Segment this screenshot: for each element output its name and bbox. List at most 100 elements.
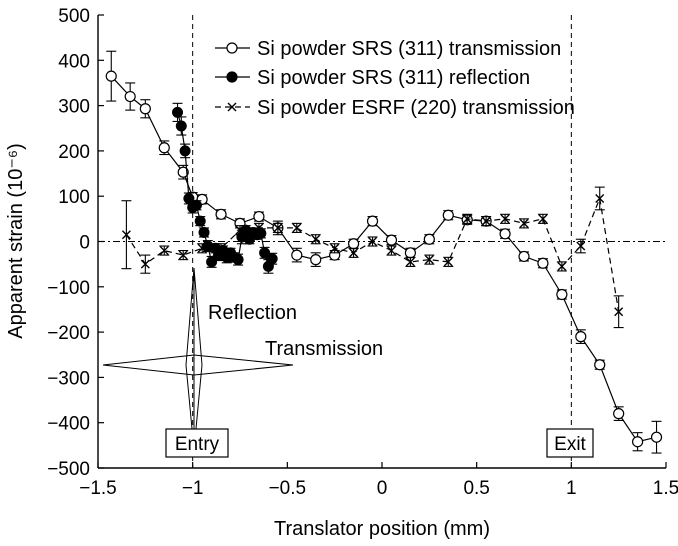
data-point bbox=[349, 248, 359, 258]
data-point bbox=[330, 243, 340, 253]
data-point bbox=[178, 250, 188, 260]
y-tick-label: −300 bbox=[47, 368, 90, 389]
data-point bbox=[121, 230, 131, 240]
series-esrf-transmission bbox=[121, 186, 624, 329]
data-point bbox=[175, 120, 187, 132]
data-point bbox=[292, 223, 302, 233]
data-point bbox=[348, 238, 360, 250]
data-point bbox=[500, 214, 510, 224]
legend-cross-marker bbox=[227, 102, 237, 112]
legend-filled-circle-marker bbox=[226, 71, 238, 83]
data-point bbox=[206, 256, 218, 268]
y-tick-label: 300 bbox=[58, 97, 90, 118]
data-point bbox=[194, 215, 206, 227]
data-point bbox=[518, 250, 530, 263]
data-point bbox=[159, 246, 169, 256]
data-point bbox=[499, 228, 511, 240]
series-srs-reflection bbox=[172, 102, 278, 274]
x-tick-label: 0 bbox=[377, 478, 388, 499]
data-point bbox=[183, 192, 195, 204]
reflection-annotation: Reflection bbox=[208, 302, 297, 324]
data-point bbox=[575, 331, 587, 343]
data-point bbox=[273, 223, 283, 233]
legend-entry-esrf-transmission: Si powder ESRF (220) transmission bbox=[215, 97, 575, 119]
y-tick-label: −100 bbox=[47, 278, 90, 299]
y-tick-label: 0 bbox=[79, 233, 90, 254]
y-axis-title: Apparent strain (10⁻⁶) bbox=[5, 143, 27, 339]
data-point bbox=[198, 226, 210, 238]
data-point bbox=[177, 166, 189, 178]
data-point bbox=[443, 257, 453, 267]
data-point bbox=[405, 257, 415, 267]
data-point bbox=[266, 253, 278, 265]
x-tick-label: −0.5 bbox=[269, 478, 307, 499]
transmission-beam-diamond bbox=[102, 354, 294, 376]
ticks-layer: −1.5 −1 −0.5 0 0.5 1 1.5 −500 −400 −300 −200 −100 0 1… bbox=[47, 6, 678, 499]
data-point bbox=[139, 103, 151, 115]
data-point bbox=[216, 243, 226, 253]
data-point bbox=[424, 255, 434, 265]
legend-label-srs-reflection: Si powder SRS (311) reflection bbox=[257, 67, 530, 89]
x-tick-label: −1.5 bbox=[79, 478, 117, 499]
x-tick-label: 1 bbox=[566, 478, 577, 499]
data-point bbox=[124, 90, 136, 103]
x-axis-title: Translator position (mm) bbox=[274, 518, 490, 540]
data-point bbox=[462, 214, 472, 224]
data-point bbox=[310, 254, 322, 266]
data-point bbox=[190, 199, 202, 211]
data-point bbox=[613, 408, 625, 420]
reference-lines bbox=[98, 15, 666, 468]
series-line bbox=[125, 196, 620, 312]
y-tick-label: 200 bbox=[58, 142, 90, 163]
transmission-annotation: Transmission bbox=[265, 338, 383, 360]
legend-entry-srs-transmission: Si powder SRS (311) transmission bbox=[215, 38, 561, 60]
x-tick-label: 1.5 bbox=[653, 478, 678, 499]
data-point bbox=[366, 215, 379, 227]
data-point bbox=[595, 193, 605, 203]
legend-entry-srs-reflection: Si powder SRS (311) reflection bbox=[215, 67, 530, 89]
legend-label-esrf-transmission: Si powder ESRF (220) transmission bbox=[257, 97, 575, 119]
y-tick-label: 400 bbox=[58, 51, 90, 72]
data-point bbox=[385, 234, 398, 246]
data-point bbox=[254, 223, 264, 233]
data-point bbox=[423, 233, 435, 245]
entry-label: Entry bbox=[175, 434, 220, 455]
data-point bbox=[404, 247, 416, 259]
data-point bbox=[614, 307, 624, 317]
series-layer bbox=[105, 50, 663, 454]
legend-label-srs-transmission: Si powder SRS (311) transmission bbox=[257, 38, 561, 60]
y-tick-label: −200 bbox=[47, 323, 90, 344]
data-point bbox=[158, 142, 170, 154]
data-point bbox=[140, 259, 150, 269]
data-point bbox=[557, 261, 567, 271]
data-point bbox=[576, 241, 586, 251]
entry-label-box: Entry bbox=[165, 428, 229, 458]
data-point bbox=[105, 70, 117, 82]
data-point bbox=[442, 209, 454, 221]
data-point bbox=[235, 225, 245, 235]
data-point bbox=[197, 243, 207, 253]
data-point bbox=[556, 288, 568, 301]
y-tick-label: −500 bbox=[47, 459, 90, 480]
data-point bbox=[368, 237, 378, 246]
legend: Si powder SRS (311) transmission Si powd… bbox=[215, 38, 575, 119]
data-point bbox=[232, 254, 244, 266]
y-tick-label: 100 bbox=[58, 187, 90, 208]
exit-label: Exit bbox=[554, 434, 586, 455]
legend-open-circle-marker bbox=[226, 42, 238, 54]
data-point bbox=[253, 210, 265, 223]
y-tick-label: −400 bbox=[47, 414, 90, 435]
data-point bbox=[650, 431, 663, 443]
exit-label-box: Exit bbox=[546, 428, 594, 458]
data-point bbox=[481, 216, 491, 226]
data-point bbox=[215, 208, 227, 220]
data-point bbox=[538, 214, 548, 224]
data-point bbox=[537, 257, 549, 269]
y-tick-label: 500 bbox=[58, 6, 90, 27]
data-point bbox=[291, 249, 303, 261]
x-tick-label: 0.5 bbox=[463, 478, 489, 499]
data-point bbox=[311, 234, 321, 244]
data-point bbox=[172, 106, 184, 118]
